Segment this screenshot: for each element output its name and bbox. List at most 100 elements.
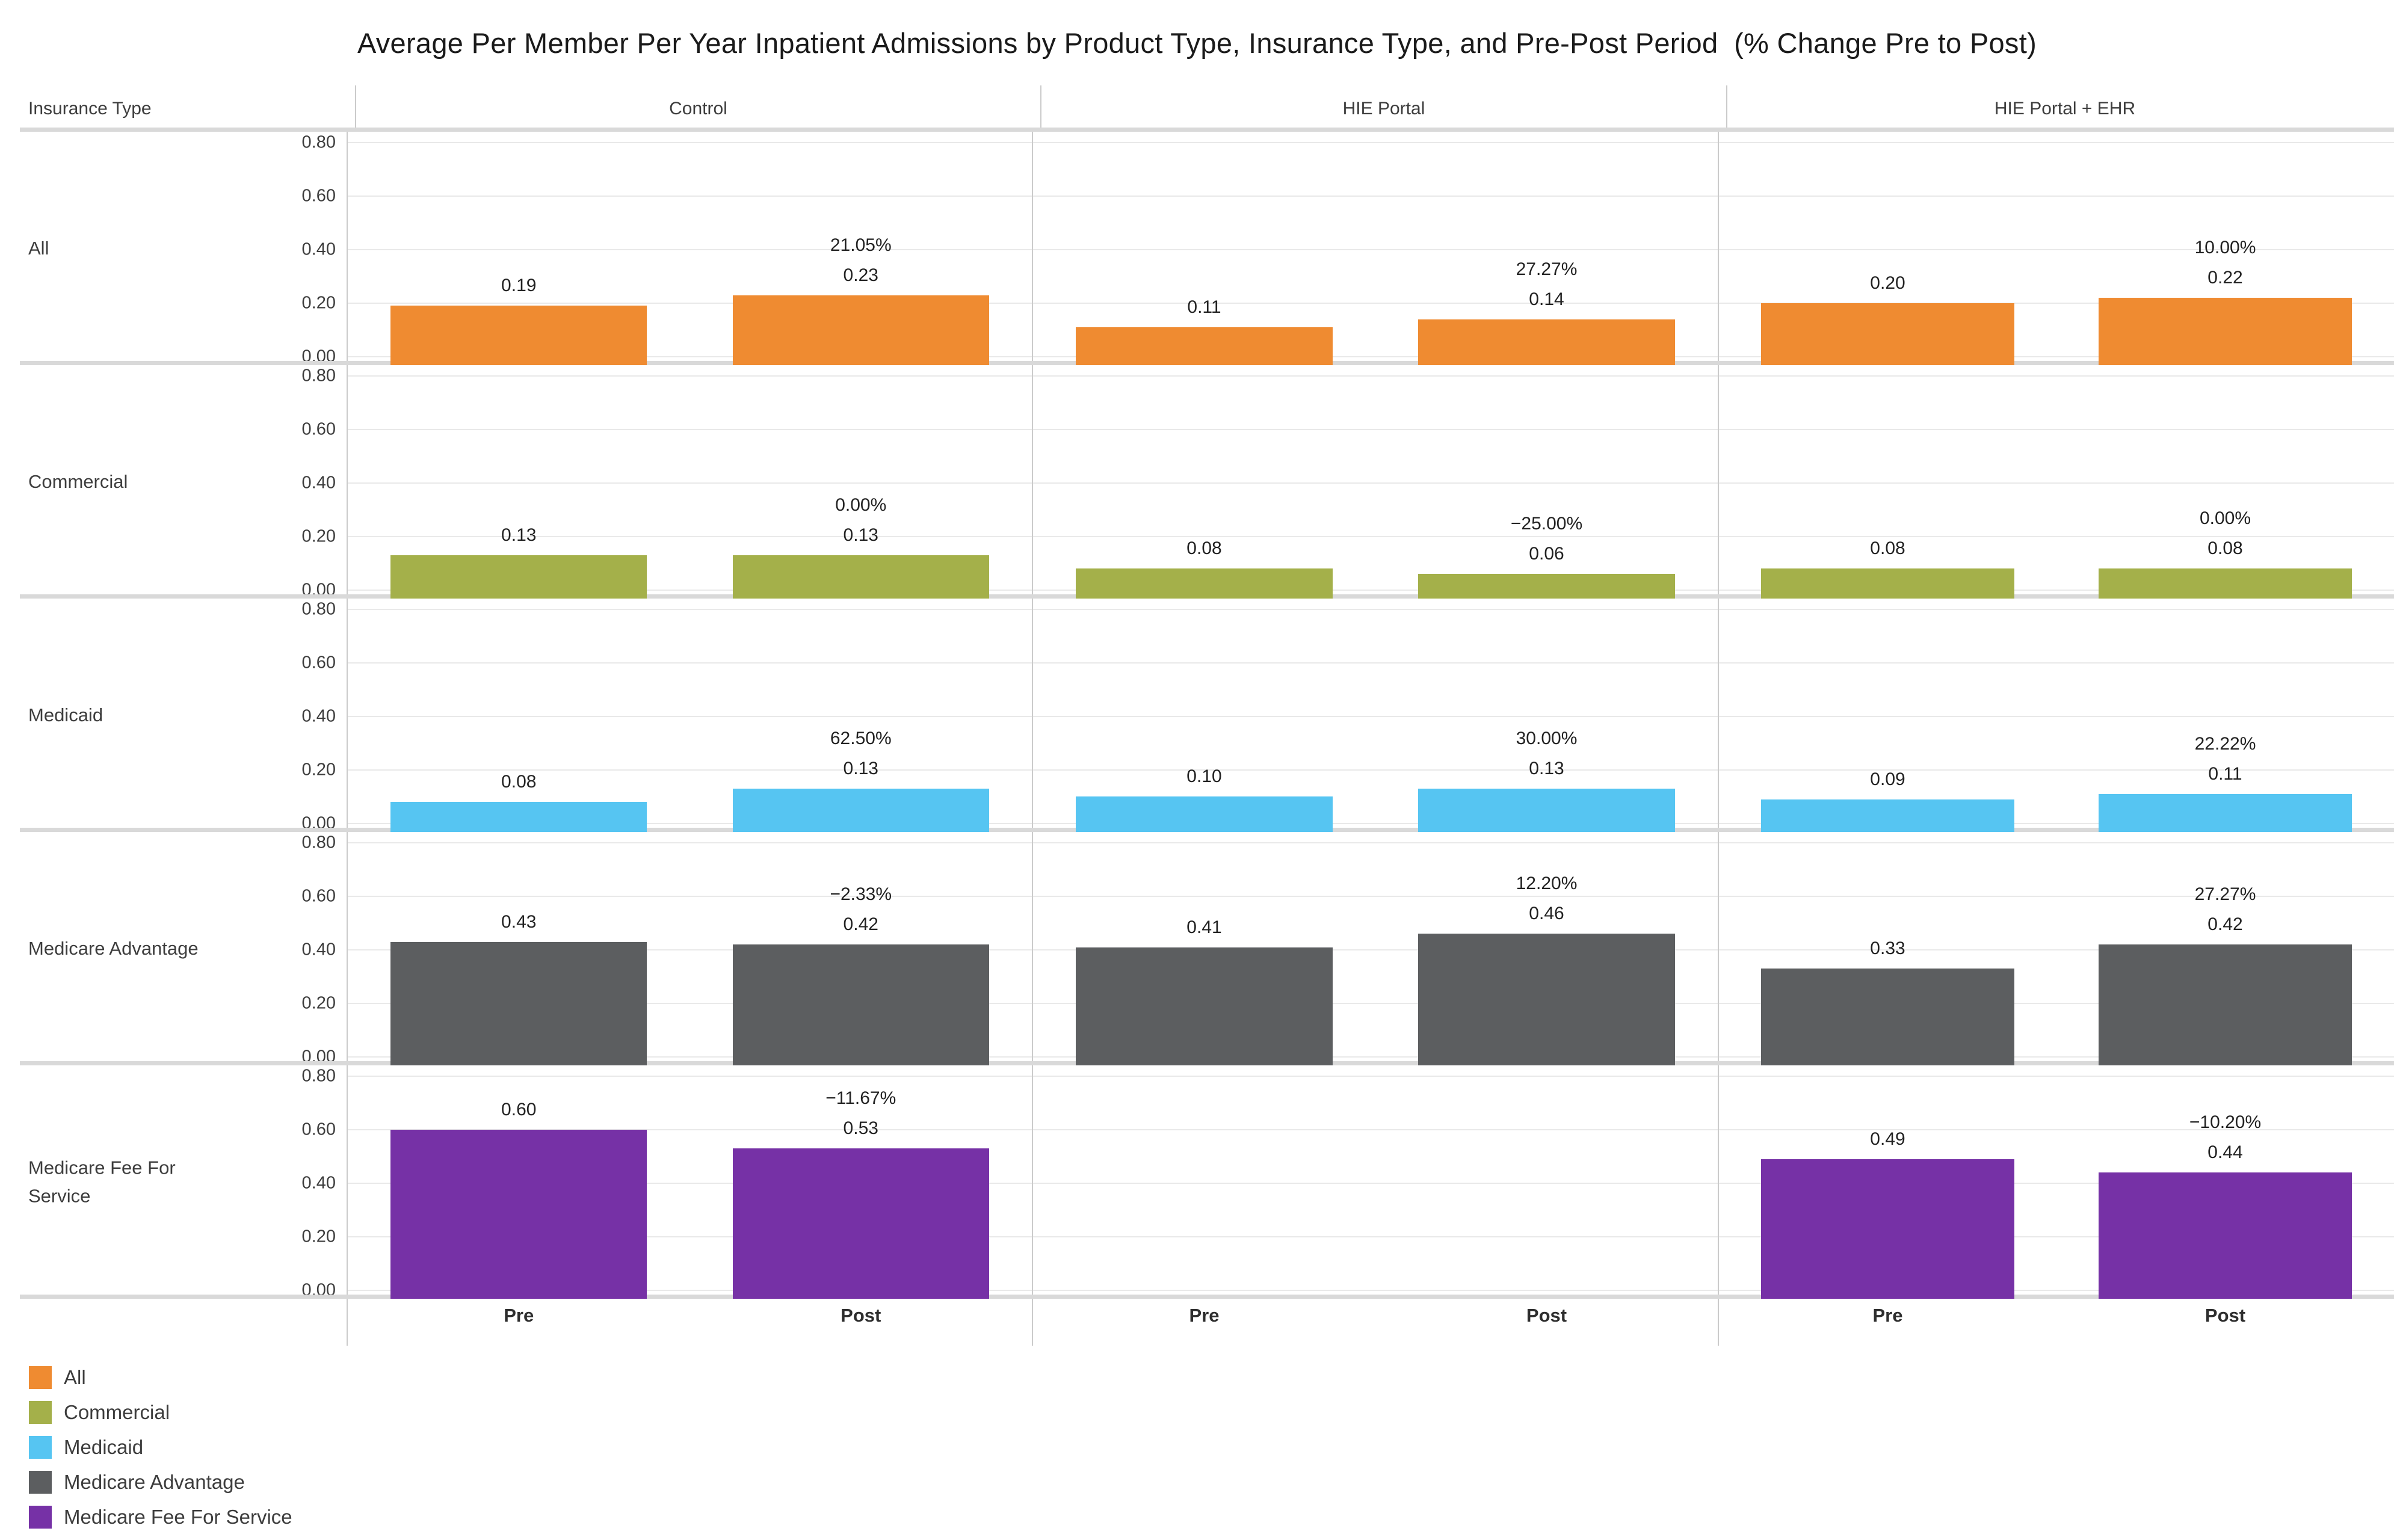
gridline [1033,590,1718,591]
bar-pre [1761,799,2014,832]
gridline [1719,1076,2394,1077]
gridline [1033,1056,1718,1058]
bar-post [732,295,989,365]
facet-cell-medicare-advantage-control: 0.43 −2.33% 0.42 [347,832,1032,1065]
row-label: All [28,237,49,259]
gridline [1719,590,2394,591]
gridline [348,482,1032,484]
bar-label-pre: 0.08 [390,767,647,797]
legend-item-medicare-advantage: Medicare Advantage [29,1465,2394,1500]
bar-label-pre: 0.11 [1076,292,1333,322]
y-tick-label: 0.80 [301,366,336,386]
gridline [1033,716,1718,717]
legend-label: Medicare Fee For Service [64,1506,292,1528]
bar-label-post: 0.00% 0.13 [733,490,989,550]
gridline [1033,662,1718,664]
value-label: 0.14 [1529,289,1564,309]
y-tick-label: 0.80 [301,599,336,619]
value-label: 0.09 [1870,769,1905,789]
pct-change-label: 62.50% [830,728,892,748]
y-tick-label: 0.20 [301,293,336,313]
bar-post [2099,794,2352,832]
facet-row-all: All 0.80 0.60 0.40 0.20 0.00 0.19 21.05% 0.23 0.1… [20,132,2394,366]
y-tick-label: 0.80 [301,833,336,852]
gridline [1719,196,2394,197]
y-tick-label: 0.60 [301,886,336,906]
gridline [1033,303,1718,304]
x-axis-label-pre: Pre [504,1305,534,1326]
gridline [1719,716,2394,717]
pct-change-label: 30.00% [1516,728,1578,748]
value-label: 0.08 [2207,538,2243,558]
value-label: 0.13 [501,525,537,545]
x-axis-row: Pre Post Pre Post Pre Post [20,1299,2394,1346]
legend-item-medicare-fee-for-service: Medicare Fee For Service [29,1500,2394,1535]
gridline [1719,1290,2394,1291]
y-tick-label: 0.20 [301,760,336,780]
facet-cell-commercial-control: 0.13 0.00% 0.13 [347,365,1032,599]
gridline [1033,429,1718,430]
gridline [348,609,1032,610]
bar-label-post: −11.67% 0.53 [733,1083,989,1144]
y-tick-label: 0.20 [301,1227,336,1246]
bar-label-post: 62.50% 0.13 [733,724,989,784]
gridline [348,536,1032,537]
facet-row-medicaid: Medicaid 0.80 0.60 0.40 0.20 0.00 0.08 62.50% 0.… [20,599,2394,833]
pct-change-label: −2.33% [830,884,892,904]
x-axis-label-post: Post [841,1305,881,1326]
row-dimension-header: Insurance Type [28,98,152,119]
value-label: 0.22 [2207,268,2243,288]
gridline [1719,609,2394,610]
bar-label-pre: 0.13 [390,520,647,550]
bar-label-post: 27.27% 0.14 [1418,254,1675,315]
y-tick-label: 0.40 [301,940,336,959]
gridline [1719,142,2394,143]
gridline [1033,482,1718,484]
row-label-cell: Medicaid 0.80 0.60 0.40 0.20 0.00 [20,599,347,833]
legend-label: Medicare Advantage [64,1471,245,1493]
y-tick-label: 0.80 [301,132,336,152]
x-axis-label-pre: Pre [1189,1305,1220,1326]
row-label-cell: All 0.80 0.60 0.40 0.20 0.00 [20,132,347,366]
gridline [1033,249,1718,250]
pct-change-label: 0.00% [2199,508,2251,528]
y-tick-label: 0.60 [301,1120,336,1139]
value-label: 0.06 [1529,544,1564,564]
gridline [348,1056,1032,1058]
gridline [1033,949,1718,950]
bar-label-pre: 0.41 [1076,913,1333,943]
y-tick-label: 0.00 [301,1047,336,1067]
y-tick-label: 0.60 [301,186,336,206]
bar-label-pre: 0.08 [1076,534,1333,564]
y-tick-label: 0.80 [301,1066,336,1086]
pct-change-label: −10.20% [2189,1112,2262,1132]
gridline [1033,842,1718,843]
x-axis-label-post: Post [1526,1305,1567,1326]
value-label: 0.13 [843,525,878,545]
pct-change-label: 22.22% [2194,734,2256,754]
gridline [1033,536,1718,537]
pct-change-label: 10.00% [2194,238,2256,257]
value-label: 0.60 [501,1100,537,1120]
gridline [348,823,1032,824]
gridline [348,842,1032,843]
value-label: 0.13 [1529,759,1564,778]
value-label: 0.33 [1870,938,1905,958]
bar-post [2099,568,2352,599]
bar-label-post: 12.20% 0.46 [1418,869,1675,929]
pct-change-label: −25.00% [1510,514,1583,534]
gridline [1719,482,2394,484]
bar-label-pre: 0.08 [1761,534,2014,564]
facet-cell-all-control: 0.19 21.05% 0.23 [347,132,1032,365]
bar-post [732,1148,989,1299]
gridline [1033,609,1718,610]
legend-label: Commercial [64,1401,170,1423]
value-label: 0.43 [501,912,537,932]
gridline [348,896,1032,897]
facet-cell-all-hie-portal-ehr: 0.20 10.00% 0.22 [1718,132,2394,365]
x-axis-cell-hie-portal: Pre Post [1032,1299,1718,1346]
gridline [348,1076,1032,1077]
gridline [348,142,1032,143]
gridline [1033,1183,1718,1184]
panel-header-control: Control [355,85,1040,132]
